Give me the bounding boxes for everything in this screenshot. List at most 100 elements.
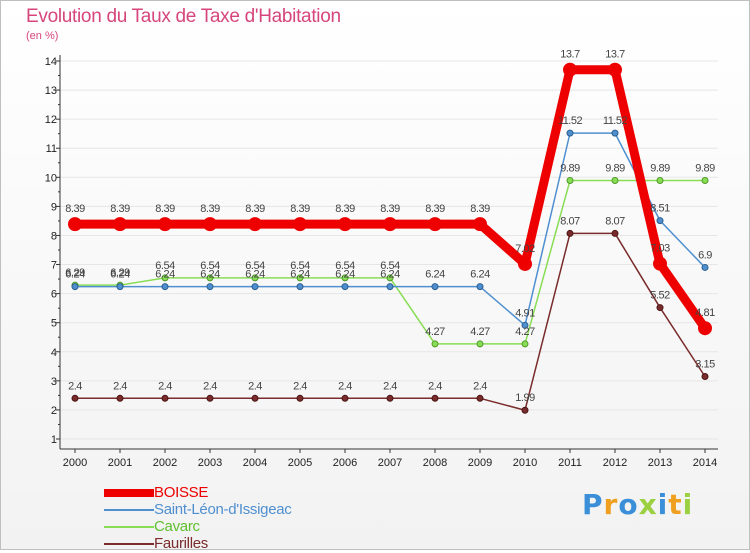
y-tick-label: 13	[45, 85, 57, 97]
data-point-cavarc	[566, 177, 574, 185]
x-tick-label: 2008	[423, 457, 447, 469]
data-point-boisse	[338, 217, 352, 232]
data-point-cavarc	[431, 340, 439, 348]
data-point-cavarc	[611, 177, 619, 185]
data-point-faurilles	[206, 394, 214, 402]
data-point-saint-leon	[206, 283, 214, 291]
data-label-faurilles: 2.4	[203, 380, 217, 392]
data-point-boisse	[653, 256, 667, 271]
data-point-saint-leon	[251, 283, 259, 291]
data-label-boisse: 4.81	[695, 307, 715, 319]
legend-swatch-cavarc	[104, 526, 154, 528]
data-point-cavarc	[251, 274, 259, 282]
data-label-cavarc: 6.29	[65, 267, 85, 279]
data-label-saint-leon: 6.24	[335, 269, 355, 281]
data-label-saint-leon: 6.24	[470, 269, 490, 281]
x-tick-label: 2000	[63, 457, 87, 469]
data-label-faurilles: 8.07	[560, 215, 580, 227]
logo-letter: i	[682, 488, 694, 521]
data-label-saint-leon: 6.24	[65, 269, 85, 281]
data-point-faurilles	[521, 406, 529, 414]
y-tick-label: 11	[46, 143, 57, 155]
data-label-boisse: 8.39	[110, 203, 130, 215]
chart-subtitle: (en %)	[26, 30, 59, 42]
data-point-boisse	[518, 256, 532, 271]
logo-letter: i	[657, 488, 669, 521]
data-label-faurilles: 2.4	[383, 380, 397, 392]
data-label-saint-leon: 11.52	[603, 115, 628, 127]
data-label-boisse: 8.39	[425, 203, 445, 215]
data-point-boisse	[473, 217, 487, 232]
data-point-saint-leon	[161, 283, 169, 291]
data-label-boisse: 8.39	[65, 203, 85, 215]
data-point-faurilles	[701, 372, 709, 380]
data-label-cavarc: 6.54	[335, 260, 355, 272]
y-tick-label: 9	[51, 201, 57, 213]
data-point-saint-leon	[296, 283, 304, 291]
x-tick-label: 2014	[693, 457, 717, 469]
y-tick-label: 6	[51, 289, 57, 301]
y-tick-label: 4	[51, 347, 57, 359]
data-label-saint-leon: 6.24	[290, 269, 310, 281]
x-tick-label: 2007	[378, 457, 402, 469]
legend-label-saint-leon: Saint-Léon-d'Issigeac	[154, 501, 292, 518]
data-label-saint-leon: 6.24	[245, 269, 265, 281]
data-label-boisse: 8.39	[380, 203, 400, 215]
data-point-boisse	[608, 62, 622, 77]
x-tick-label: 2001	[108, 457, 132, 469]
data-label-saint-leon: 4.91	[515, 307, 535, 319]
x-tick-label: 2002	[153, 457, 177, 469]
data-label-faurilles: 2.4	[113, 380, 127, 392]
data-label-saint-leon: 6.24	[425, 269, 445, 281]
x-tick-label: 2010	[513, 457, 537, 469]
data-label-cavarc: 9.89	[695, 163, 715, 175]
x-tick-label: 2011	[558, 457, 582, 469]
data-label-saint-leon: 6.24	[110, 269, 130, 281]
data-label-saint-leon: 6.24	[155, 269, 175, 281]
data-point-cavarc	[206, 274, 214, 282]
data-point-cavarc	[161, 274, 169, 282]
data-point-saint-leon	[701, 263, 709, 271]
data-point-cavarc	[296, 274, 304, 282]
y-tick-label: 1	[51, 434, 57, 446]
data-label-boisse: 8.39	[245, 203, 265, 215]
data-point-boisse	[698, 321, 712, 336]
y-tick-label: 5	[51, 318, 57, 330]
legend-label-boisse: BOISSE	[154, 484, 209, 501]
data-label-boisse: 8.39	[200, 203, 220, 215]
data-label-faurilles: 2.4	[158, 380, 172, 392]
y-tick-label: 10	[45, 172, 57, 184]
data-point-faurilles	[341, 394, 349, 402]
data-label-cavarc: 9.89	[650, 163, 670, 175]
data-point-faurilles	[566, 229, 574, 237]
data-point-faurilles	[386, 394, 394, 402]
x-tick-label: 2006	[333, 457, 357, 469]
data-point-saint-leon	[566, 129, 574, 137]
x-tick-label: 2004	[243, 457, 267, 469]
data-point-faurilles	[251, 394, 259, 402]
y-tick-label: 7	[51, 260, 57, 272]
data-label-faurilles: 2.4	[338, 380, 352, 392]
logo-letter: x	[638, 488, 658, 521]
data-point-cavarc	[656, 177, 664, 185]
data-label-cavarc: 6.54	[380, 260, 400, 272]
data-label-boisse: 13.7	[605, 49, 625, 61]
data-label-faurilles: 8.07	[605, 215, 625, 227]
x-tick-label: 2012	[603, 457, 627, 469]
data-label-cavarc: 6.54	[200, 260, 220, 272]
data-label-faurilles: 5.52	[650, 290, 670, 302]
y-tick-label: 12	[45, 114, 57, 126]
data-label-cavarc: 6.54	[290, 260, 310, 272]
data-label-saint-leon: 6.24	[380, 269, 400, 281]
data-label-saint-leon: 8.51	[650, 203, 670, 215]
data-label-cavarc: 9.89	[605, 163, 625, 175]
data-label-saint-leon: 6.24	[200, 269, 220, 281]
x-tick-label: 2013	[648, 457, 672, 469]
data-point-saint-leon	[431, 283, 439, 291]
data-label-boisse: 8.39	[335, 203, 355, 215]
data-label-cavarc: 6.29	[110, 267, 130, 279]
data-point-boisse	[563, 62, 577, 77]
data-label-cavarc: 4.27	[425, 326, 445, 338]
